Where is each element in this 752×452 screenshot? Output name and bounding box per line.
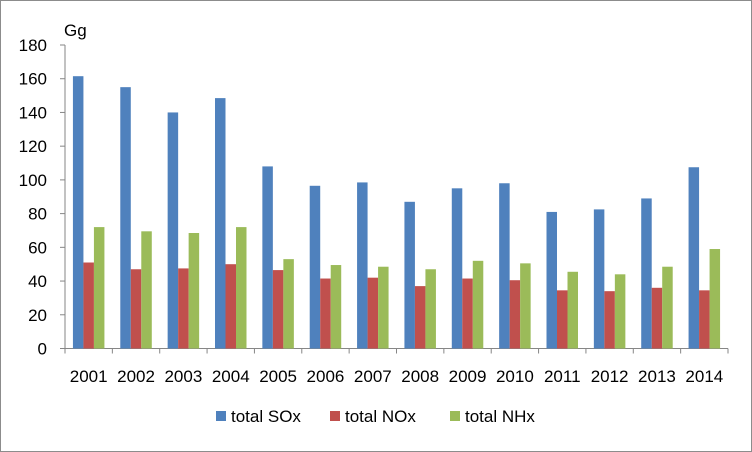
legend-label: total NOx xyxy=(345,407,416,426)
legend-swatch xyxy=(450,411,460,421)
bar-total-nhx xyxy=(520,263,531,349)
bar-total-nox xyxy=(604,291,615,349)
bar-total-nox xyxy=(130,269,142,349)
bar-total-nox xyxy=(462,278,473,349)
bar-total-nox xyxy=(320,278,331,349)
y-tick-label: 100 xyxy=(19,171,47,190)
y-axis-ticks: 0 20 40 60 80 100 120 140 160 180 xyxy=(19,36,65,359)
bar-total-sox xyxy=(546,211,557,349)
y-tick-label: 0 xyxy=(38,340,47,359)
x-category-label: 2012 xyxy=(591,367,629,386)
x-category-label: 2005 xyxy=(259,367,297,386)
bar-total-sox xyxy=(215,98,226,349)
bar-total-nhx xyxy=(662,266,673,349)
legend: total SOx total NOx total NHx xyxy=(216,407,535,426)
y-tick-label: 120 xyxy=(19,137,47,156)
bar-total-nhx xyxy=(283,259,294,349)
y-tick-label: 180 xyxy=(19,36,47,55)
bar-total-sox xyxy=(167,112,179,349)
bar-total-nox xyxy=(178,268,189,349)
x-category-label: 2007 xyxy=(354,367,392,386)
bar-total-nhx xyxy=(330,265,342,349)
x-category-label: 2008 xyxy=(401,367,439,386)
bar-total-sox xyxy=(499,183,510,349)
bar-total-sox xyxy=(641,198,652,349)
bar-total-nox xyxy=(557,290,568,349)
bar-total-nox xyxy=(225,264,236,349)
bar-total-nhx xyxy=(188,233,200,349)
bar-total-sox xyxy=(309,185,321,349)
y-tick-label: 60 xyxy=(28,238,47,257)
x-category-label: 2001 xyxy=(70,367,108,386)
x-category-label: 2010 xyxy=(496,367,534,386)
y-tick-label: 160 xyxy=(19,70,47,89)
bar-total-sox xyxy=(357,182,368,349)
bar-total-nhx xyxy=(709,249,721,349)
legend-swatch xyxy=(330,411,340,421)
x-category-label: 2013 xyxy=(638,367,676,386)
bar-total-sox xyxy=(262,166,273,349)
x-category-label: 2002 xyxy=(117,367,155,386)
y-tick-label: 80 xyxy=(28,205,47,224)
bar-total-nox xyxy=(651,287,663,349)
bar-total-nox xyxy=(272,270,284,349)
x-category-label: 2014 xyxy=(685,367,723,386)
x-category-label: 2003 xyxy=(164,367,202,386)
x-category-label: 2009 xyxy=(449,367,487,386)
y-tick-label: 40 xyxy=(28,272,47,291)
bar-total-nox xyxy=(367,277,379,349)
y-tick-label: 20 xyxy=(28,306,47,325)
bar-total-sox xyxy=(404,201,415,349)
bar-total-sox xyxy=(593,209,605,349)
legend-label: total SOx xyxy=(231,407,301,426)
bar-total-nox xyxy=(83,262,94,349)
y-tick-label: 140 xyxy=(19,103,47,122)
bar-total-nhx xyxy=(141,231,152,349)
bars xyxy=(72,76,721,349)
bar-total-nox xyxy=(509,280,521,349)
bar-total-nox xyxy=(699,290,710,349)
legend-label: total NHx xyxy=(465,407,535,426)
x-category-label: 2006 xyxy=(307,367,345,386)
bar-total-nhx xyxy=(614,274,626,349)
x-category-label: 2011 xyxy=(544,367,581,386)
bar-total-sox xyxy=(72,76,84,349)
bar-total-sox xyxy=(688,167,700,349)
bar-total-nhx xyxy=(567,271,578,349)
bar-total-nhx xyxy=(378,266,389,349)
bar-total-nhx xyxy=(425,269,436,349)
y-unit-label: Gg xyxy=(64,21,87,40)
legend-swatch xyxy=(216,411,226,421)
bar-total-sox xyxy=(120,87,131,349)
bar-total-nhx xyxy=(93,227,105,349)
bar-total-nox xyxy=(414,286,426,349)
x-category-label: 2004 xyxy=(212,367,250,386)
bar-total-sox xyxy=(451,188,463,349)
x-axis-categories: 2001 2002 2003 2004 2005 2006 2007 2008 2009 2010… xyxy=(64,348,729,386)
bar-total-nhx xyxy=(472,260,484,349)
bar-total-nhx xyxy=(236,227,247,349)
